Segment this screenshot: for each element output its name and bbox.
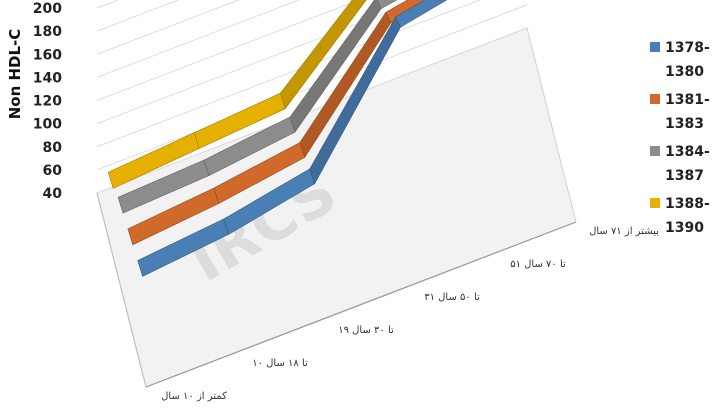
legend-swatch: [650, 198, 660, 208]
series-segment: [279, 0, 367, 110]
gridlines: [96, 0, 528, 194]
series-ribbon: [137, 0, 448, 277]
legend-swatch: [650, 94, 660, 104]
legend-item: 1388- 1390: [650, 192, 714, 244]
y-tick-label: 180: [33, 24, 62, 40]
legend-swatch: [650, 146, 660, 156]
series-ribbons: [107, 0, 448, 277]
legend-item: 1381- 1383: [650, 88, 714, 140]
legend-label: 1378- 1380: [665, 40, 710, 80]
gridline: [96, 0, 180, 32]
gridline: [96, 0, 361, 101]
category-labels: کمتر از ۱۰ سال ۱۰ تا ۱۸ سال ۱۹ تا ۳۰ سال ۳۱…: [161, 226, 659, 402]
y-tick-label: 120: [33, 94, 62, 110]
legend-swatch: [650, 42, 660, 52]
x-axis-line: [145, 221, 577, 388]
legend-label: 1388- 1390: [665, 196, 710, 236]
y-tick-label: 60: [43, 163, 63, 179]
y-axis-label: Non HDL-C: [6, 29, 24, 120]
series-ribbon: [117, 0, 398, 214]
series-ribbon: [107, 0, 367, 189]
gridline: [96, 0, 301, 78]
series-ribbon: [127, 0, 432, 246]
y-tick-label: 100: [33, 117, 62, 133]
chart-walls: [96, 27, 577, 388]
category-label: ۳۱ تا ۵۰ سال: [424, 292, 480, 303]
category-label: ۵۱ تا ۷۰ سال: [510, 259, 566, 270]
category-label: ۱۰ تا ۱۸ سال: [252, 358, 308, 369]
series-segment: [376, 0, 398, 10]
category-label: کمتر از ۱۰ سال: [161, 391, 227, 402]
legend-item: 1384- 1387: [650, 140, 714, 192]
legend-label: 1381- 1383: [665, 92, 710, 132]
y-tick-label: 40: [43, 186, 63, 202]
y-tick-label: 160: [33, 47, 62, 63]
depth-axis-line: [96, 192, 147, 388]
legend: 1378- 1380 1381- 1383 1384- 1387 1388- 1390: [650, 36, 714, 244]
series-segment: [289, 0, 382, 133]
gridline: [96, 0, 421, 125]
gridline: [96, 0, 240, 55]
legend-item: 1378- 1380: [650, 36, 714, 88]
category-label: بیشتر از ۷۱ سال: [589, 226, 659, 237]
y-tick-label: 200: [33, 1, 62, 17]
y-tick-label: 140: [33, 70, 62, 86]
legend-label: 1384- 1387: [665, 144, 710, 184]
y-tick-labels: 200 180 160 140 120 100 80 60 40: [33, 1, 62, 202]
y-tick-label: 80: [43, 140, 63, 156]
series-segment: [395, 0, 448, 28]
gridline: [96, 27, 528, 194]
category-label: ۱۹ تا ۳۰ سال: [338, 325, 394, 336]
